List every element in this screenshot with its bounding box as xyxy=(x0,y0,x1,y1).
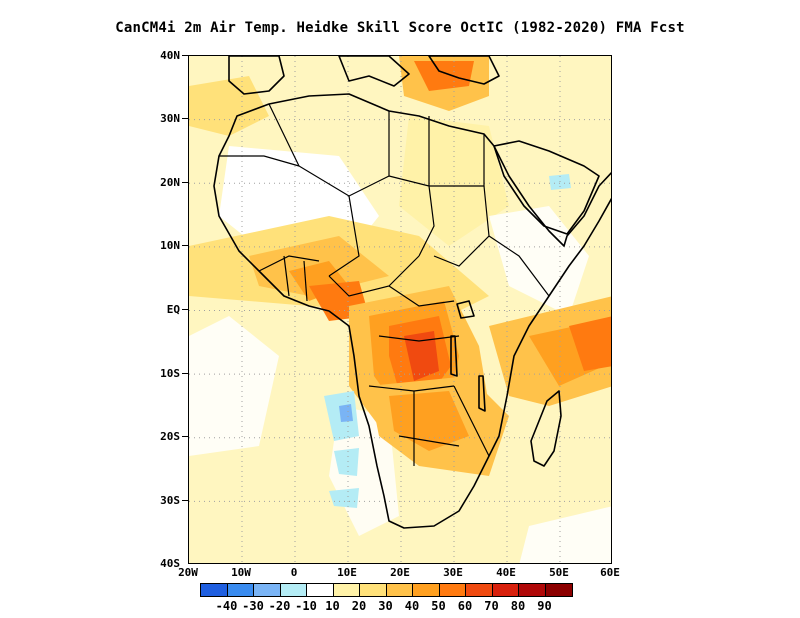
colorbar-label: 30 xyxy=(378,599,393,613)
lat-tick xyxy=(182,436,188,437)
colorbar-swatch xyxy=(280,584,307,596)
colorbar-swatch xyxy=(333,584,360,596)
colorbar-swatch xyxy=(413,584,440,596)
lat-label-30s: 30S xyxy=(160,494,180,507)
lon-label-0: 0 xyxy=(290,566,298,579)
colorbar-label: 60 xyxy=(457,599,473,613)
lat-tick xyxy=(182,118,188,119)
lon-label-10e: 10E xyxy=(337,566,357,579)
colorbar-swatch xyxy=(254,584,281,596)
lon-label-20e: 20E xyxy=(390,566,410,579)
map-canvas xyxy=(189,56,611,563)
lat-label-30n: 30N xyxy=(160,112,180,125)
colorbar-swatch xyxy=(519,584,546,596)
lon-label-10w: 10W xyxy=(231,566,251,579)
madagascar-outline xyxy=(530,390,562,467)
lat-tick xyxy=(182,373,188,374)
lake-malawi xyxy=(478,375,486,412)
lat-tick xyxy=(182,55,188,56)
colorbar-label: 10 xyxy=(325,599,340,613)
skill-shading xyxy=(189,56,611,563)
arabia-outline xyxy=(493,140,600,235)
africa-coastline xyxy=(213,93,611,529)
colorbar-label: 20 xyxy=(351,599,367,613)
lat-label-20n: 20N xyxy=(160,176,180,189)
lat-tick xyxy=(182,182,188,183)
skill-score-map xyxy=(188,55,612,564)
lake-victoria xyxy=(456,300,475,319)
lon-label-20w: 20W xyxy=(178,566,198,579)
lon-label-60e: 60E xyxy=(600,566,620,579)
colorbar-swatch xyxy=(307,584,334,596)
lon-label-30e: 30E xyxy=(443,566,463,579)
colorbar-swatch xyxy=(466,584,493,596)
lon-label-40e: 40E xyxy=(496,566,516,579)
colorbar-swatch xyxy=(386,584,413,596)
colorbar-swatch xyxy=(201,584,228,596)
lat-label-40s: 40S xyxy=(160,557,180,570)
europe-outline xyxy=(338,56,500,87)
colorbar-label: 90 xyxy=(537,599,552,613)
lat-label-10s: 10S xyxy=(160,367,180,380)
colorbar-label: 50 xyxy=(431,599,446,613)
lat-lon-grid xyxy=(189,56,611,563)
lake-tanganyika xyxy=(450,335,458,377)
colorbar-label: 80 xyxy=(510,599,526,613)
colorbar xyxy=(200,583,573,597)
coastlines-and-borders xyxy=(213,56,611,529)
colorbar-swatch xyxy=(227,584,254,596)
country-borders xyxy=(219,103,550,466)
colorbar-label: -40 xyxy=(215,599,238,613)
colorbar-label: -30 xyxy=(242,599,264,613)
colorbar-swatch xyxy=(492,584,519,596)
colorbar-swatch xyxy=(439,584,466,596)
lat-label-20s: 20S xyxy=(160,430,180,443)
lat-label-40n: 40N xyxy=(160,49,180,62)
iberia-outline xyxy=(228,56,285,95)
lat-label-eq: EQ xyxy=(166,303,180,316)
colorbar-label: 40 xyxy=(404,599,420,613)
lat-tick xyxy=(182,245,188,246)
lon-label-50e: 50E xyxy=(549,566,569,579)
map-title: CanCM4i 2m Air Temp. Heidke Skill Score … xyxy=(115,20,685,36)
colorbar-swatch xyxy=(360,584,387,596)
lat-tick xyxy=(182,309,188,310)
colorbar-swatch xyxy=(545,584,572,596)
lat-tick xyxy=(182,500,188,501)
colorbar-label: -10 xyxy=(295,599,317,613)
lat-label-10n: 10N xyxy=(160,239,180,252)
colorbar-label: -20 xyxy=(268,599,291,613)
colorbar-label: 70 xyxy=(484,599,499,613)
